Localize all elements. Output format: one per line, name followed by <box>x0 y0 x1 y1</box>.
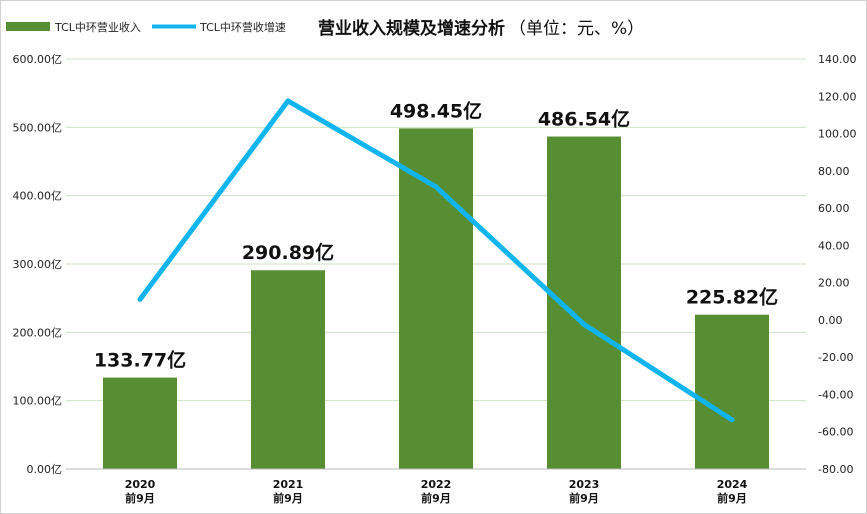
y-left-tick-label: 400.00亿 <box>13 190 63 203</box>
legend-label-revenue: TCL中环营业收入 <box>54 20 141 34</box>
x-category-label: 2021 前9月 <box>273 478 304 505</box>
y-right-tick-label: 0.00 <box>818 314 843 327</box>
revenue-bar <box>399 128 473 469</box>
revenue-bar <box>695 314 769 469</box>
revenue-data-label: 133.77亿 <box>94 349 186 372</box>
revenue-data-label: 290.89亿 <box>242 241 334 264</box>
bars <box>103 128 769 469</box>
y-right-tick-label: 80.00 <box>818 165 850 178</box>
x-category-label: 2020 前9月 <box>125 478 156 505</box>
y-right-tick-label: -60.00 <box>818 426 853 439</box>
x-category-label: 2022 前9月 <box>421 478 452 505</box>
revenue-data-label: 486.54亿 <box>538 108 630 131</box>
y-right-tick-label: -40.00 <box>818 388 853 401</box>
chart-title: 营业收入规模及增速分析 （单位：元、%） <box>318 18 644 39</box>
y-right-tick-label: 120.00 <box>818 90 857 103</box>
y-right-tick-label: -20.00 <box>818 351 853 364</box>
legend-label-growth: TCL中环营收增速 <box>199 20 286 34</box>
y-right-tick-label: 140.00 <box>818 53 857 66</box>
chart-title-main: 营业收入规模及增速分析 <box>318 18 505 39</box>
y-left-tick-label: 100.00亿 <box>13 395 63 408</box>
y-right-tick-label: 100.00 <box>818 128 857 141</box>
legend: TCL中环营业收入 TCL中环营收增速 <box>6 20 286 34</box>
growth-line-path <box>137 98 735 423</box>
y-left-tick-label: 600.00亿 <box>13 53 63 66</box>
chart-title-unit: （单位：元、%） <box>509 19 644 39</box>
growth-line <box>137 98 735 423</box>
revenue-bar <box>251 270 325 469</box>
revenue-bar <box>103 377 177 469</box>
y-left-tick-label: 500.00亿 <box>13 121 63 134</box>
y-left-tick-label: 200.00亿 <box>13 326 63 339</box>
legend-swatch-revenue <box>6 22 50 31</box>
x-category-label: 2024 前9月 <box>717 478 748 505</box>
data-labels: 133.77亿 290.89亿 498.45亿 486.54亿 225.82亿 <box>94 99 778 371</box>
y-left-tick-label: 0.00亿 <box>27 463 63 476</box>
y-right-tick-label: 40.00 <box>818 239 850 252</box>
y-right-tick-label: 20.00 <box>818 277 850 290</box>
revenue-data-label: 498.45亿 <box>390 99 482 122</box>
x-category-label: 2023 前9月 <box>569 478 600 505</box>
axes: 0.00亿 100.00亿 200.00亿 300.00亿 400.00亿 500.00亿… <box>13 53 857 505</box>
y-right-tick-label: -80.00 <box>818 463 853 476</box>
y-right-tick-label: 60.00 <box>818 202 850 215</box>
y-left-tick-label: 300.00亿 <box>13 258 63 271</box>
revenue-data-label: 225.82亿 <box>686 286 778 309</box>
